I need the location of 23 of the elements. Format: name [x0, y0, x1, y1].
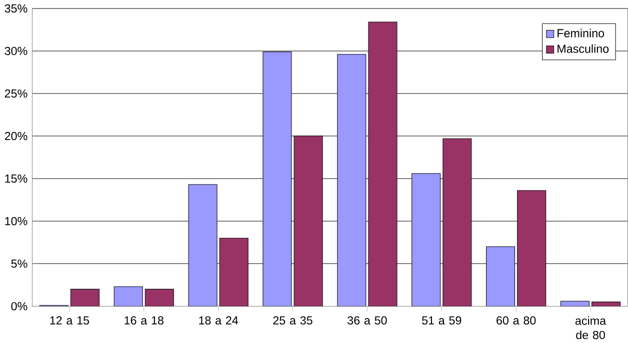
x-tick-label: 25 a 35 — [273, 316, 312, 324]
y-tick-label: 5% — [11, 259, 28, 268]
x-tick-label: 51 a 59 — [422, 316, 462, 324]
y-tick-label: 25% — [4, 89, 28, 98]
bar — [560, 300, 590, 306]
x-tick-label: 60 a 80 — [496, 316, 536, 324]
y-tick-label: 20% — [4, 132, 28, 140]
x-tick-label: 12 a 15 — [50, 316, 90, 324]
bar — [592, 301, 621, 306]
y-tick-label: 30% — [4, 46, 28, 55]
y-tick-label: 10% — [5, 216, 28, 226]
x-tick-label: acima de 80 — [575, 316, 606, 339]
x-tick-label: 18 a 24 — [199, 316, 238, 324]
x-tick-label: 16 a 18 — [124, 316, 164, 324]
bar — [144, 288, 174, 306]
y-tick-label: 15% — [5, 174, 28, 182]
bar — [70, 288, 100, 306]
bar — [114, 286, 143, 306]
x-tick-label: 36 a 50 — [348, 316, 387, 324]
legend-label: Masculino — [558, 44, 609, 53]
y-tick-label: 35% — [4, 4, 28, 12]
y-tick-label: 0% — [11, 302, 28, 310]
legend-label: Feminino — [558, 28, 604, 38]
